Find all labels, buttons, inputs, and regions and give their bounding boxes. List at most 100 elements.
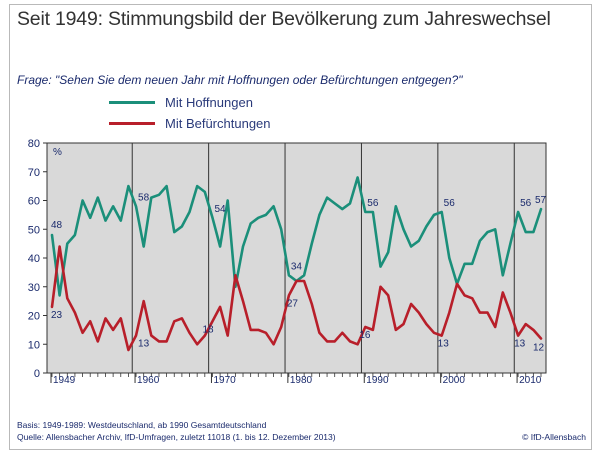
- data-label-hope: 48: [51, 220, 63, 231]
- data-point-fear: [456, 283, 458, 285]
- data-point-hope: [288, 274, 290, 277]
- data-label-fear: 18: [202, 324, 214, 335]
- data-label-fear: 12: [533, 343, 545, 354]
- data-label-hope: 57: [535, 195, 547, 206]
- data-label-fear: 13: [138, 339, 150, 350]
- legend-label-fear: Mit Befürchtungen: [165, 115, 271, 131]
- data-point-fear: [318, 331, 321, 334]
- data-point-hope: [257, 216, 260, 219]
- data-point-hope: [127, 185, 130, 187]
- data-point-hope: [410, 245, 412, 248]
- y-tick-label: 50: [28, 224, 40, 236]
- data-point-fear: [165, 340, 168, 343]
- y-tick-label: 60: [28, 196, 40, 208]
- x-tick-label: 1949: [53, 375, 76, 386]
- data-point-fear: [265, 331, 267, 334]
- data-point-hope: [433, 214, 435, 216]
- data-point-fear: [188, 331, 191, 334]
- y-tick-label: 20: [28, 311, 40, 323]
- data-point-hope: [395, 205, 397, 208]
- data-point-fear: [196, 343, 198, 346]
- data-point-fear: [517, 334, 519, 337]
- data-point-hope: [135, 205, 137, 208]
- data-point-hope: [204, 191, 206, 193]
- data-point-hope: [81, 199, 84, 202]
- data-point-fear: [51, 306, 53, 308]
- data-point-hope: [265, 214, 267, 216]
- footnote-source: Quelle: Allensbacher Archiv, IfD-Umfrage…: [17, 432, 336, 442]
- data-point-fear: [387, 294, 389, 297]
- data-point-hope: [532, 231, 535, 233]
- data-point-hope: [349, 202, 351, 205]
- data-point-hope: [379, 265, 382, 268]
- data-point-hope: [188, 211, 191, 213]
- y-tick-label: 30: [28, 282, 40, 294]
- data-point-hope: [509, 242, 512, 245]
- data-point-hope: [310, 242, 313, 245]
- chart-title: Seit 1949: Stimmungsbild der Bevölkerung…: [17, 8, 551, 30]
- data-point-fear: [104, 317, 107, 320]
- data-point-fear: [89, 320, 92, 323]
- data-point-hope: [494, 228, 496, 231]
- data-label-fear: 13: [514, 339, 526, 350]
- data-point-fear: [402, 323, 405, 325]
- data-point-hope: [471, 262, 474, 265]
- data-point-fear: [249, 329, 252, 331]
- data-point-hope: [97, 196, 99, 199]
- data-point-fear: [242, 300, 244, 302]
- data-point-fear: [448, 311, 451, 314]
- data-point-fear: [341, 331, 344, 334]
- data-point-fear: [524, 323, 527, 325]
- data-label-hope: 54: [214, 204, 226, 215]
- data-point-hope: [463, 262, 466, 265]
- data-point-hope: [540, 208, 542, 210]
- data-point-fear: [204, 334, 206, 337]
- data-point-hope: [58, 294, 61, 297]
- data-point-hope: [387, 251, 389, 254]
- data-label-hope: 56: [367, 198, 379, 209]
- data-label-hope: 34: [291, 261, 303, 272]
- data-point-hope: [364, 211, 367, 213]
- data-point-fear: [372, 329, 374, 331]
- data-point-hope: [402, 228, 405, 231]
- x-tick-label: 1970: [213, 375, 236, 386]
- data-point-hope: [51, 234, 53, 236]
- data-point-fear: [280, 326, 283, 328]
- data-point-fear: [226, 334, 229, 337]
- data-point-hope: [341, 208, 344, 210]
- data-point-hope: [158, 193, 160, 196]
- data-label-hope: 58: [138, 192, 150, 203]
- data-point-hope: [272, 205, 275, 208]
- copyright-brand: © IfD-Allensbach: [522, 432, 586, 442]
- y-tick-label: 10: [28, 339, 40, 351]
- legend-swatch-hope: [109, 100, 155, 104]
- data-point-hope: [119, 219, 122, 222]
- data-point-hope: [501, 274, 504, 277]
- data-point-fear: [417, 311, 420, 314]
- data-point-hope: [165, 185, 168, 187]
- data-point-fear: [310, 303, 313, 305]
- data-point-fear: [501, 291, 504, 294]
- data-point-fear: [326, 340, 328, 343]
- data-point-fear: [58, 245, 61, 248]
- data-point-fear: [173, 320, 176, 323]
- data-point-fear: [66, 297, 69, 300]
- data-label-fear: 27: [287, 298, 299, 309]
- data-point-fear: [211, 320, 214, 323]
- data-point-fear: [272, 343, 275, 346]
- legend-item-hope: Mit Hoffnungen: [109, 94, 253, 110]
- legend-label-hope: Mit Hoffnungen: [165, 94, 253, 110]
- data-point-hope: [242, 245, 244, 248]
- data-point-fear: [97, 340, 99, 343]
- x-tick-label: 1960: [137, 375, 160, 386]
- data-point-fear: [295, 280, 298, 282]
- data-point-hope: [150, 196, 153, 199]
- data-point-fear: [425, 323, 428, 325]
- data-point-fear: [150, 334, 153, 337]
- survey-question: Frage: "Sehen Sie dem neuen Jahr mit Hof…: [17, 73, 463, 87]
- data-point-fear: [257, 329, 260, 331]
- data-point-fear: [119, 317, 122, 320]
- data-point-fear: [433, 331, 435, 334]
- data-point-fear: [303, 280, 305, 282]
- data-label-fear: 13: [438, 339, 450, 350]
